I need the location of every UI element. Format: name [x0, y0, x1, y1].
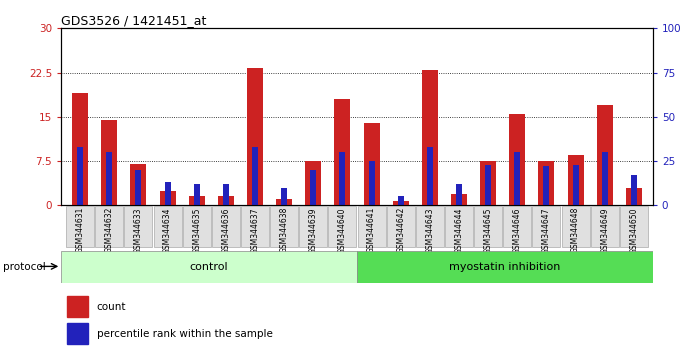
Text: GSM344646: GSM344646	[513, 207, 522, 253]
Bar	[626, 188, 642, 205]
Bar	[106, 152, 112, 205]
Text: percentile rank within the sample: percentile rank within the sample	[97, 329, 273, 339]
FancyBboxPatch shape	[532, 206, 560, 247]
FancyBboxPatch shape	[591, 206, 619, 247]
Text: GSM344648: GSM344648	[571, 207, 580, 253]
FancyBboxPatch shape	[66, 206, 94, 247]
Text: myostatin inhibition: myostatin inhibition	[449, 262, 560, 272]
Bar	[451, 194, 467, 205]
Text: GSM344634: GSM344634	[163, 207, 172, 253]
FancyBboxPatch shape	[358, 206, 386, 247]
Bar	[276, 199, 292, 205]
Text: GSM344645: GSM344645	[483, 207, 492, 253]
FancyBboxPatch shape	[241, 206, 269, 247]
FancyBboxPatch shape	[474, 206, 502, 247]
Bar	[573, 165, 579, 205]
Bar	[427, 147, 433, 205]
Bar	[597, 105, 613, 205]
Text: GSM344633: GSM344633	[134, 207, 143, 253]
Text: GSM344643: GSM344643	[426, 207, 435, 253]
FancyBboxPatch shape	[387, 206, 415, 247]
FancyBboxPatch shape	[328, 206, 356, 247]
FancyBboxPatch shape	[620, 206, 648, 247]
Bar	[543, 166, 549, 205]
Text: GSM344649: GSM344649	[600, 207, 609, 253]
Bar	[72, 93, 88, 205]
Text: GSM344632: GSM344632	[105, 207, 114, 253]
Bar	[335, 99, 350, 205]
Text: GSM344639: GSM344639	[309, 207, 318, 253]
Bar	[369, 161, 375, 205]
FancyBboxPatch shape	[212, 206, 240, 247]
Bar	[631, 175, 637, 205]
Bar	[247, 68, 263, 205]
FancyBboxPatch shape	[416, 206, 444, 247]
Text: GSM344638: GSM344638	[279, 207, 288, 253]
Bar	[392, 201, 409, 205]
FancyBboxPatch shape	[95, 206, 123, 247]
FancyBboxPatch shape	[562, 206, 590, 247]
Text: count: count	[97, 302, 126, 312]
Bar	[305, 161, 322, 205]
Bar	[135, 170, 141, 205]
Bar	[131, 164, 146, 205]
Bar	[456, 184, 462, 205]
Bar	[480, 161, 496, 205]
Bar	[485, 165, 491, 205]
Text: GSM344631: GSM344631	[75, 207, 84, 253]
Bar	[281, 188, 287, 205]
Text: GSM344640: GSM344640	[338, 207, 347, 253]
Text: GSM344641: GSM344641	[367, 207, 376, 253]
FancyBboxPatch shape	[503, 206, 531, 247]
Bar	[509, 114, 526, 205]
Text: GSM344642: GSM344642	[396, 207, 405, 253]
Bar	[77, 147, 83, 205]
Bar	[422, 70, 438, 205]
Text: GSM344644: GSM344644	[454, 207, 464, 253]
Text: GSM344637: GSM344637	[250, 207, 260, 253]
Text: GSM344635: GSM344635	[192, 207, 201, 253]
Bar	[310, 170, 316, 205]
Bar	[67, 324, 88, 344]
Text: control: control	[190, 262, 228, 272]
Bar	[101, 120, 117, 205]
Bar	[602, 152, 608, 205]
Bar	[67, 296, 88, 317]
FancyBboxPatch shape	[270, 206, 298, 247]
FancyBboxPatch shape	[299, 206, 327, 247]
Text: GSM344636: GSM344636	[222, 207, 231, 253]
FancyBboxPatch shape	[357, 251, 653, 283]
Text: GSM344647: GSM344647	[542, 207, 551, 253]
Bar	[398, 196, 404, 205]
Bar	[339, 152, 345, 205]
Text: GSM344650: GSM344650	[630, 207, 639, 253]
FancyBboxPatch shape	[61, 251, 357, 283]
Text: GDS3526 / 1421451_at: GDS3526 / 1421451_at	[61, 14, 207, 27]
FancyBboxPatch shape	[124, 206, 152, 247]
Bar	[165, 182, 171, 205]
FancyBboxPatch shape	[183, 206, 211, 247]
Bar	[218, 196, 234, 205]
Bar	[160, 190, 175, 205]
FancyBboxPatch shape	[154, 206, 182, 247]
Bar	[223, 184, 229, 205]
Bar	[194, 184, 200, 205]
Bar	[539, 161, 554, 205]
Bar	[514, 152, 520, 205]
Text: protocol: protocol	[3, 262, 46, 272]
Bar	[364, 123, 379, 205]
FancyBboxPatch shape	[445, 206, 473, 247]
Bar	[568, 155, 583, 205]
Bar	[252, 147, 258, 205]
Bar	[188, 196, 205, 205]
